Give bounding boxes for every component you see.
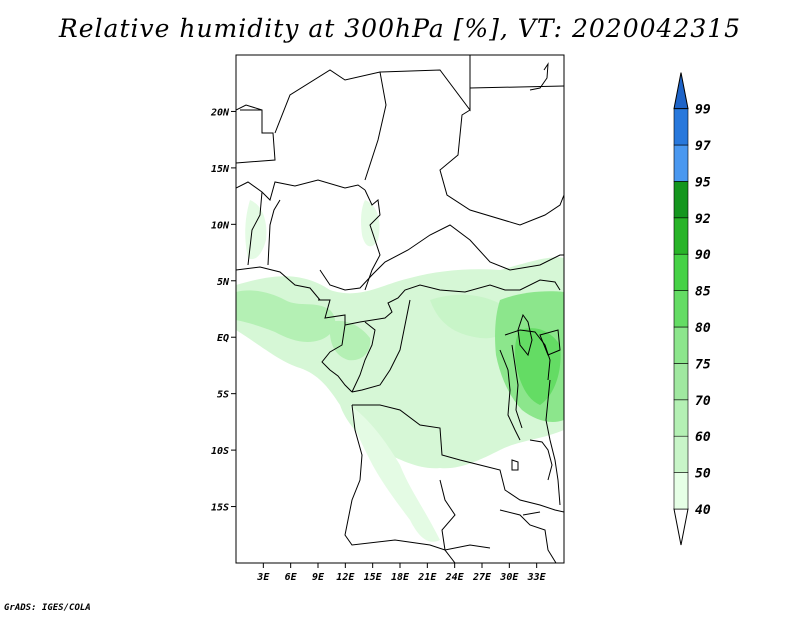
- colorbar-label: 99: [695, 103, 711, 118]
- colorbar-label: 95: [695, 175, 711, 190]
- country-borders: [236, 55, 564, 563]
- humidity-region-angola-tongue: [350, 405, 440, 542]
- lat-tick-label: 5S: [217, 390, 229, 401]
- humidity-region-north-strip-2: [361, 200, 380, 247]
- lon-tick-label: 15E: [364, 572, 383, 583]
- colorbar-segment: [673, 253, 689, 291]
- colorbar-label: 60: [695, 430, 711, 445]
- lat-tick-label: 10S: [211, 446, 229, 457]
- lat-tick-label: 20N: [210, 107, 230, 118]
- colorbar-label: 90: [695, 248, 711, 263]
- colorbar-label: 70: [695, 394, 711, 409]
- lon-tick-label: 30E: [499, 572, 519, 583]
- colorbar-label: 92: [695, 212, 711, 227]
- colorbar-label: 80: [695, 321, 711, 336]
- colorbar-label: 50: [695, 467, 711, 482]
- lon-tick-label: 21E: [417, 572, 437, 583]
- lat-tick-label: 15N: [211, 164, 230, 175]
- colorbar-label: 97: [695, 139, 711, 154]
- colorbar-segment: [673, 181, 689, 219]
- colorbar-segment: [673, 435, 689, 473]
- colorbar-label: 75: [695, 357, 711, 372]
- colorbar-segment: [673, 217, 689, 255]
- lon-tick-label: 24E: [445, 572, 465, 583]
- humidity-region-gabon-patch: [329, 320, 371, 361]
- colorbar-label: 40: [695, 503, 711, 518]
- colorbar-segment: [673, 363, 689, 401]
- grads-credit: GrADS: IGES/COLA: [4, 603, 91, 613]
- colorbar-legend: 40 50 60 70 75 80 85 90 92 95 97 99: [673, 72, 711, 546]
- colorbar-label: 85: [695, 285, 711, 300]
- colorbar-segment: [673, 399, 689, 437]
- longitude-axis: 3E 6E 9E 12E 15E 18E 21E 24E 27E 30E 33E: [256, 563, 547, 583]
- lon-tick-label: 27E: [472, 572, 492, 583]
- colorbar-segment: [673, 290, 689, 328]
- colorbar-segment: [673, 144, 689, 182]
- lon-tick-label: 33E: [527, 572, 547, 583]
- lon-tick-label: 18E: [391, 572, 410, 583]
- lat-tick-label: 15S: [211, 503, 229, 514]
- humidity-region-north-strip: [245, 200, 267, 260]
- lat-tick-label: 5N: [217, 277, 230, 288]
- lon-tick-label: 9E: [312, 572, 325, 583]
- colorbar-segment: [673, 472, 689, 510]
- humidity-region-central-patch: [430, 294, 511, 339]
- lon-tick-label: 6E: [285, 572, 298, 583]
- humidity-fields: [236, 200, 564, 542]
- colorbar-upper-triangle: [673, 72, 689, 110]
- colorbar-segment: [673, 108, 689, 146]
- lat-tick-label: 10N: [211, 220, 230, 231]
- colorbar-lower-triangle: [673, 508, 689, 546]
- lon-tick-label: 12E: [336, 572, 355, 583]
- lat-tick-label: EQ: [217, 333, 229, 344]
- lon-tick-label: 3E: [256, 572, 270, 583]
- humidity-region-west-coast-band: [236, 290, 336, 343]
- chart-title: Relative humidity at 300hPa [%], VT: 202…: [58, 14, 742, 43]
- latitude-axis: 20N 15N 10N 5N EQ 5S 10S 15S: [210, 107, 236, 514]
- colorbar-segment: [673, 326, 689, 364]
